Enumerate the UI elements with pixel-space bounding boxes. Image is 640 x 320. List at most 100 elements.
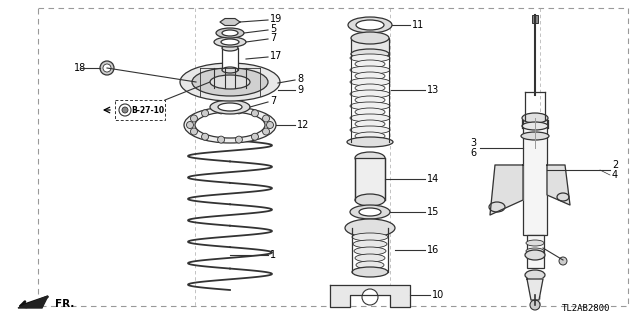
Ellipse shape [221, 39, 239, 45]
Ellipse shape [350, 78, 390, 86]
Bar [527, 235, 544, 268]
Text: 12: 12 [297, 120, 309, 130]
Ellipse shape [192, 68, 268, 96]
Ellipse shape [354, 247, 386, 255]
Bar [222, 48, 238, 70]
Circle shape [122, 107, 128, 113]
Text: FR.: FR. [55, 299, 74, 309]
Ellipse shape [355, 254, 385, 262]
Text: 4: 4 [612, 170, 618, 180]
Text: 3: 3 [470, 138, 476, 148]
Ellipse shape [222, 67, 238, 73]
Bar [115, 100, 165, 120]
Bar [355, 158, 385, 200]
Circle shape [252, 110, 259, 117]
Ellipse shape [521, 132, 549, 140]
Bar [351, 38, 389, 54]
Circle shape [530, 300, 540, 310]
Ellipse shape [350, 126, 390, 134]
Text: 17: 17 [270, 51, 282, 61]
Ellipse shape [350, 54, 390, 62]
Ellipse shape [350, 102, 390, 110]
Ellipse shape [216, 28, 244, 38]
Ellipse shape [522, 113, 548, 123]
Ellipse shape [355, 152, 385, 164]
Text: TL2AB2800: TL2AB2800 [562, 304, 610, 313]
Text: 11: 11 [412, 20, 424, 30]
Ellipse shape [218, 103, 242, 111]
Circle shape [559, 257, 567, 265]
Ellipse shape [522, 122, 548, 130]
Polygon shape [18, 296, 48, 308]
Ellipse shape [348, 17, 392, 33]
Circle shape [202, 110, 209, 117]
Ellipse shape [489, 202, 505, 212]
Ellipse shape [210, 100, 250, 114]
Circle shape [236, 107, 243, 114]
Ellipse shape [347, 137, 393, 147]
Circle shape [218, 107, 225, 114]
Circle shape [252, 133, 259, 140]
Text: 7: 7 [270, 96, 276, 106]
Ellipse shape [355, 108, 385, 116]
Ellipse shape [355, 72, 385, 80]
Text: 14: 14 [427, 174, 439, 184]
Text: 15: 15 [427, 207, 440, 217]
Text: 1: 1 [270, 250, 276, 260]
Ellipse shape [352, 233, 388, 241]
Text: 18: 18 [74, 63, 86, 73]
Ellipse shape [355, 96, 385, 104]
Text: 8: 8 [297, 74, 303, 84]
Ellipse shape [184, 107, 276, 143]
Ellipse shape [355, 120, 385, 128]
Ellipse shape [525, 270, 545, 280]
Circle shape [362, 289, 378, 305]
Ellipse shape [355, 84, 385, 92]
Ellipse shape [355, 132, 385, 140]
Circle shape [236, 136, 243, 143]
Text: 6: 6 [470, 148, 476, 158]
Ellipse shape [526, 240, 544, 246]
Ellipse shape [350, 90, 390, 98]
Ellipse shape [526, 248, 544, 254]
Ellipse shape [525, 250, 545, 260]
Ellipse shape [180, 63, 280, 101]
Polygon shape [330, 285, 410, 307]
Polygon shape [547, 165, 570, 205]
Ellipse shape [352, 267, 388, 277]
Ellipse shape [356, 261, 384, 269]
Circle shape [218, 136, 225, 143]
Circle shape [262, 128, 269, 135]
Ellipse shape [356, 20, 384, 30]
Circle shape [202, 133, 209, 140]
Ellipse shape [345, 219, 395, 237]
Polygon shape [490, 165, 523, 215]
Ellipse shape [351, 32, 389, 44]
Ellipse shape [350, 114, 390, 122]
Ellipse shape [350, 66, 390, 74]
Circle shape [186, 122, 193, 129]
Ellipse shape [210, 75, 250, 89]
Text: 2: 2 [612, 160, 618, 170]
Ellipse shape [557, 193, 569, 201]
Text: 19: 19 [270, 14, 282, 24]
Bar [523, 118, 547, 235]
Ellipse shape [350, 205, 390, 219]
Text: 7: 7 [270, 33, 276, 43]
Ellipse shape [355, 60, 385, 68]
Ellipse shape [214, 37, 246, 47]
Bar [532, 15, 538, 23]
Ellipse shape [353, 240, 387, 248]
Text: 16: 16 [427, 245, 439, 255]
Text: 13: 13 [427, 85, 439, 95]
Ellipse shape [222, 30, 238, 36]
Ellipse shape [351, 49, 389, 59]
Circle shape [191, 115, 198, 122]
Circle shape [100, 61, 114, 75]
Ellipse shape [195, 112, 265, 138]
Circle shape [262, 115, 269, 122]
Circle shape [119, 104, 131, 116]
Circle shape [103, 64, 111, 72]
Text: 10: 10 [432, 290, 444, 300]
Circle shape [266, 122, 273, 129]
